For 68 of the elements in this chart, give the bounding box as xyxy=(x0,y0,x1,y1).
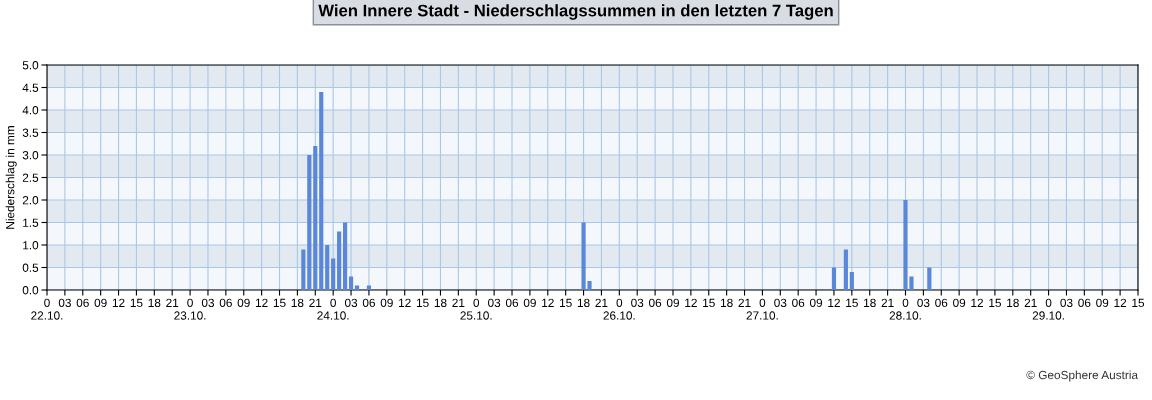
x-tick-label: 21 xyxy=(595,298,608,307)
x-tick-label: 15 xyxy=(130,298,143,307)
x-tick-label: 03 xyxy=(344,298,358,307)
x-tick-label: 15 xyxy=(273,298,286,307)
x-tick-label: 12 xyxy=(971,298,984,307)
x-tick-label: 03 xyxy=(488,298,501,307)
y-tick-label: 0.0 xyxy=(22,286,39,295)
x-tick-label: 06 xyxy=(792,298,805,307)
x-tick-label: 18 xyxy=(148,298,161,307)
x-tick-label: 03 xyxy=(201,298,215,307)
x-tick-label: 06 xyxy=(219,298,232,307)
x-tick-label: 09 xyxy=(953,298,966,307)
y-tick-label: 5.0 xyxy=(22,61,39,70)
x-tick-label: 06 xyxy=(76,298,89,307)
x-tick-label: 09 xyxy=(523,298,536,307)
y-axis-title: Niederschlag in mm xyxy=(5,126,17,229)
x-tick-label: 15 xyxy=(416,298,429,307)
x-tick-label: 03 xyxy=(1060,298,1073,307)
y-tick-label: 1.0 xyxy=(23,241,39,250)
x-tick-label: 21 xyxy=(309,298,322,307)
x-tick-label: 09 xyxy=(237,298,250,307)
x-tick-label: 12 xyxy=(685,298,697,307)
x-tick-label: 03 xyxy=(774,298,787,307)
x-tick-label: 09 xyxy=(94,298,107,307)
x-tick-label: 12 xyxy=(1114,298,1127,307)
y-tick-label: 0.5 xyxy=(22,263,39,272)
y-tick-label: 2.0 xyxy=(22,196,39,205)
x-tick-label: 09 xyxy=(809,298,823,307)
y-tick-label: 2.5 xyxy=(22,173,39,182)
x-tick-label: 15 xyxy=(560,298,572,307)
y-tick-label: 4.5 xyxy=(22,83,39,92)
x-tick-label: 18 xyxy=(577,298,590,307)
x-tick-label: 18 xyxy=(291,298,304,307)
x-tick-label: 06 xyxy=(648,298,662,307)
x-tick-label: 15 xyxy=(703,298,715,307)
x-tick-label: 18 xyxy=(864,298,876,307)
x-tick-label: 03 xyxy=(58,298,71,307)
x-tick-label: 21 xyxy=(1024,298,1037,307)
x-tick-label: 21 xyxy=(738,298,751,307)
y-tick-label: 3.5 xyxy=(22,128,39,137)
x-tick-label: 12 xyxy=(399,298,411,307)
text: © GeoSphere Austria xyxy=(1026,370,1138,382)
x-tick-label: 09 xyxy=(666,298,679,307)
x-tick-label: 18 xyxy=(720,298,733,307)
x-tick-label: 06 xyxy=(935,298,948,307)
x-tick-label: 21 xyxy=(881,298,894,307)
x-tick-label: 09 xyxy=(380,298,393,307)
x-tick-label: 18 xyxy=(1007,298,1019,307)
x-tick-label: 06 xyxy=(505,298,519,307)
x-tick-label: 21 xyxy=(166,298,179,307)
x-tick-label: 09 xyxy=(1096,298,1109,307)
x-tick-label: 12 xyxy=(828,298,840,307)
y-tick-label: 1.5 xyxy=(23,218,39,227)
y-tick-label: 4.0 xyxy=(22,106,39,115)
chart-title: Wien Innere Stadt - Niederschlagssummen in den letzten 7 Tagen xyxy=(318,4,833,20)
y-tick-label: 3.0 xyxy=(22,151,39,160)
x-tick-label: 18 xyxy=(434,298,447,307)
x-tick-label: 15 xyxy=(989,298,1001,307)
x-tick-label: 12 xyxy=(542,298,554,307)
x-tick-label: 21 xyxy=(452,298,465,307)
x-tick-label: 12 xyxy=(112,298,125,307)
x-tick-label: 12 xyxy=(255,298,268,307)
x-tick-label: 03 xyxy=(631,298,644,307)
x-tick-label: 06 xyxy=(362,298,375,307)
x-tick-label: 15 xyxy=(1132,298,1145,307)
x-tick-label: 06 xyxy=(1078,298,1091,307)
x-tick-label: 03 xyxy=(917,298,930,307)
x-tick-label: 15 xyxy=(846,298,858,307)
